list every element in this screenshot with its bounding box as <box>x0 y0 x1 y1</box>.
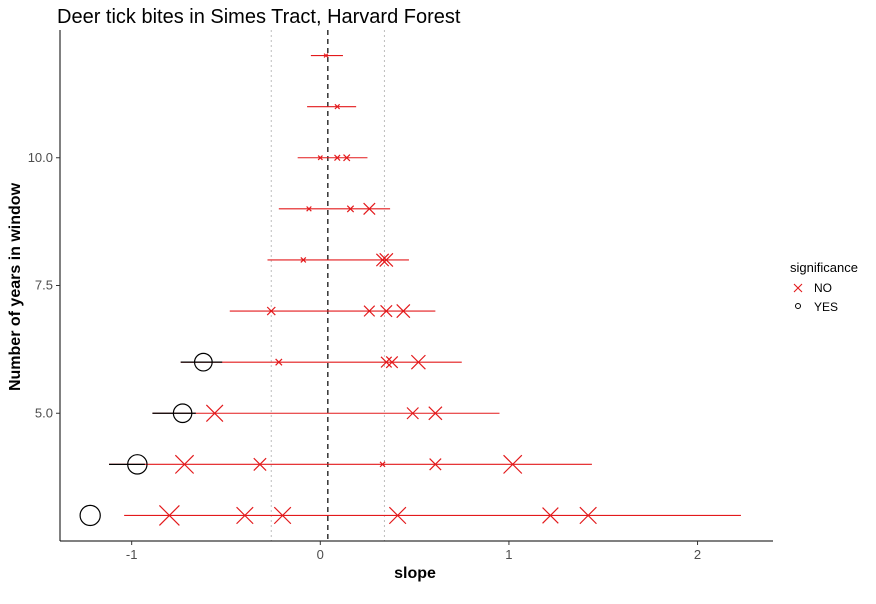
point-not-significant <box>205 404 224 422</box>
legend-title: significance <box>790 260 858 275</box>
x-tick-label: 0 <box>317 547 324 562</box>
x-axis-label: slope <box>394 565 436 582</box>
point-not-significant <box>379 252 394 267</box>
y-axis-label: Number of years in window <box>7 182 24 391</box>
plot-panel <box>79 30 741 541</box>
y-tick-label: 5.0 <box>35 405 53 420</box>
point-not-significant <box>363 202 376 216</box>
point-not-significant <box>428 406 443 421</box>
point-not-significant <box>253 457 267 471</box>
point-not-significant <box>375 253 390 267</box>
point-significant <box>193 352 213 372</box>
point-significant <box>79 504 101 527</box>
point-not-significant <box>380 304 393 318</box>
legend-circle-symbol <box>795 303 801 309</box>
point-not-significant <box>380 356 393 368</box>
axes: -1 0 1 2 5.0 7.5 10.0 <box>28 30 773 562</box>
point-not-significant <box>579 506 597 525</box>
point-not-significant <box>300 257 307 263</box>
x-tick-label: 1 <box>505 547 512 562</box>
legend-key-no: NO <box>793 281 832 295</box>
legend-label-yes: YES <box>814 300 838 314</box>
point-not-significant <box>317 155 323 161</box>
point-not-significant <box>334 103 341 110</box>
point-not-significant <box>273 506 292 525</box>
point-not-significant <box>334 154 341 161</box>
point-not-significant <box>429 458 442 471</box>
x-tick-label: 2 <box>694 547 701 562</box>
point-not-significant <box>406 407 419 420</box>
y-tick-label: 7.5 <box>35 278 53 293</box>
point-not-significant <box>236 506 254 525</box>
point-not-significant <box>379 461 386 468</box>
point-not-significant <box>385 355 399 369</box>
legend-cross-symbol <box>793 283 803 293</box>
point-not-significant <box>275 358 283 366</box>
point-not-significant <box>158 505 180 526</box>
point-not-significant <box>306 206 312 212</box>
point-not-significant <box>396 304 411 319</box>
point-not-significant <box>363 305 376 317</box>
point-not-significant <box>503 454 523 474</box>
point-not-significant <box>323 53 329 58</box>
point-not-significant <box>266 306 276 316</box>
point-not-significant <box>343 154 351 162</box>
point-not-significant <box>346 205 355 213</box>
y-tick-label: 10.0 <box>28 150 53 165</box>
point-significant <box>127 454 148 475</box>
legend-key-yes: YES <box>795 300 838 314</box>
point-not-significant <box>542 507 559 524</box>
legend-label-no: NO <box>814 281 832 295</box>
point-not-significant <box>410 354 426 370</box>
x-tick-label: -1 <box>126 547 138 562</box>
point-significant <box>172 403 193 424</box>
point-not-significant <box>174 454 195 474</box>
point-not-significant <box>388 506 407 525</box>
chart-title: Deer tick bites in Simes Tract, Harvard … <box>57 6 461 28</box>
legend: significance NO YES <box>790 260 858 314</box>
